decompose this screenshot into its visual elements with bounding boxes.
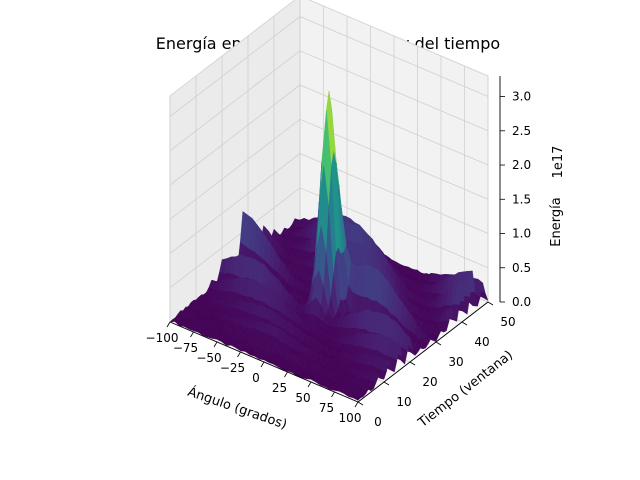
x-tick-label: −100 [146, 331, 179, 345]
x-tick-mark [190, 331, 194, 338]
x-tick-mark [213, 341, 218, 348]
z-tick-label: 2.0 [512, 158, 531, 172]
x-tick-mark [331, 391, 335, 398]
y-tick-label: 20 [422, 375, 437, 389]
z-tick-label: 0.5 [512, 261, 531, 275]
x-tick-label: 100 [339, 411, 362, 425]
x-tick-mark [166, 321, 171, 328]
z-tick-label: 2.5 [512, 124, 531, 138]
y-tick-label: 40 [474, 335, 489, 349]
x-tick-label: 75 [319, 401, 334, 415]
x-tick-mark [354, 401, 359, 408]
y-axis-line [357, 301, 489, 403]
x-tick-label: −75 [173, 341, 198, 355]
x-tick-label: 50 [295, 391, 310, 405]
surface-patch [169, 319, 178, 323]
x-tick-label: −25 [220, 361, 245, 375]
y-tick-mark [487, 301, 494, 306]
y-tick-mark [461, 321, 468, 326]
z-axis-label: Energía [549, 197, 564, 246]
grid-line-z [169, 187, 489, 289]
y-tick-label: 50 [500, 315, 515, 329]
grid-line-z [169, 84, 489, 186]
x-tick-mark [307, 381, 312, 388]
y-tick-mark [383, 381, 390, 386]
x-tick-label: 0 [252, 371, 260, 385]
x-tick-mark [284, 371, 288, 378]
x-tick-mark [237, 351, 241, 358]
x-tick-mark [260, 361, 265, 368]
z-tick-label: 3.0 [512, 90, 531, 104]
x-tick-label: 25 [272, 381, 287, 395]
y-tick-label: 0 [374, 415, 382, 429]
y-tick-mark [435, 341, 442, 346]
grid-line-z [169, 16, 489, 117]
z-tick-label: 1.5 [512, 192, 531, 206]
tick-labels: −100−75−50−25 0 25 50 75 100 0 10 20 30 40 50 0.0 0.5… [146, 90, 532, 429]
y-tick-label: 10 [396, 395, 411, 409]
y-tick-label: 30 [448, 355, 463, 369]
surface-mesh [169, 91, 489, 401]
z-tick-label: 1.0 [512, 227, 531, 241]
grid-line-z [169, 118, 489, 220]
y-tick-mark [409, 361, 416, 366]
z-tick-label: 0.0 [512, 295, 531, 309]
y-axis-label: Tiempo (ventana) [415, 348, 516, 432]
grid-line-z [169, 153, 489, 254]
y-tick-mark [357, 401, 364, 406]
x-tick-label: −50 [196, 351, 221, 365]
grid-line-z [169, 50, 489, 152]
z-offset-label: 1e17 [551, 146, 566, 179]
